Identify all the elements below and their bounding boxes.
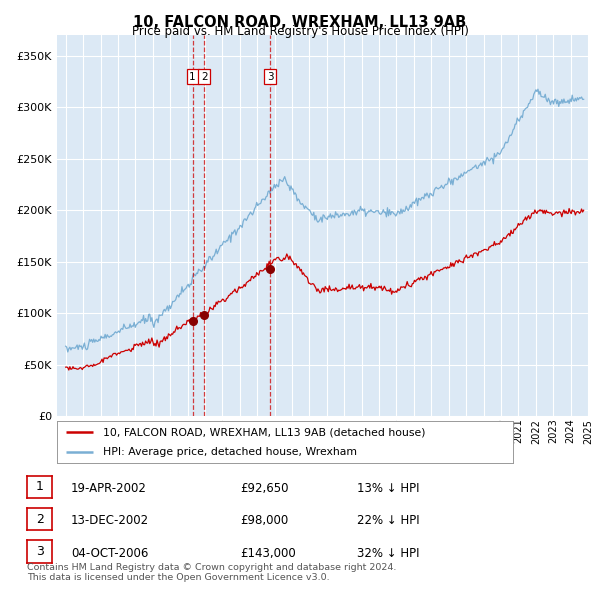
Text: Contains HM Land Registry data © Crown copyright and database right 2024.
This d: Contains HM Land Registry data © Crown c… — [27, 563, 397, 582]
Text: 13-DEC-2002: 13-DEC-2002 — [71, 514, 149, 527]
Text: 19-APR-2002: 19-APR-2002 — [71, 482, 146, 495]
Text: 3: 3 — [267, 71, 274, 81]
Text: 32% ↓ HPI: 32% ↓ HPI — [357, 547, 419, 560]
Text: 10, FALCON ROAD, WREXHAM, LL13 9AB (detached house): 10, FALCON ROAD, WREXHAM, LL13 9AB (deta… — [103, 427, 425, 437]
Text: 22% ↓ HPI: 22% ↓ HPI — [357, 514, 419, 527]
Text: £143,000: £143,000 — [240, 547, 296, 560]
Text: Price paid vs. HM Land Registry's House Price Index (HPI): Price paid vs. HM Land Registry's House … — [131, 25, 469, 38]
Text: 2: 2 — [201, 71, 208, 81]
Text: 3: 3 — [35, 545, 44, 558]
Text: 13% ↓ HPI: 13% ↓ HPI — [357, 482, 419, 495]
Text: 04-OCT-2006: 04-OCT-2006 — [71, 547, 148, 560]
Text: 10, FALCON ROAD, WREXHAM, LL13 9AB: 10, FALCON ROAD, WREXHAM, LL13 9AB — [133, 15, 467, 30]
Text: £92,650: £92,650 — [240, 482, 289, 495]
Text: £98,000: £98,000 — [240, 514, 288, 527]
Text: 2: 2 — [35, 513, 44, 526]
Text: 1: 1 — [35, 480, 44, 493]
Text: 1: 1 — [190, 71, 196, 81]
Text: HPI: Average price, detached house, Wrexham: HPI: Average price, detached house, Wrex… — [103, 447, 356, 457]
